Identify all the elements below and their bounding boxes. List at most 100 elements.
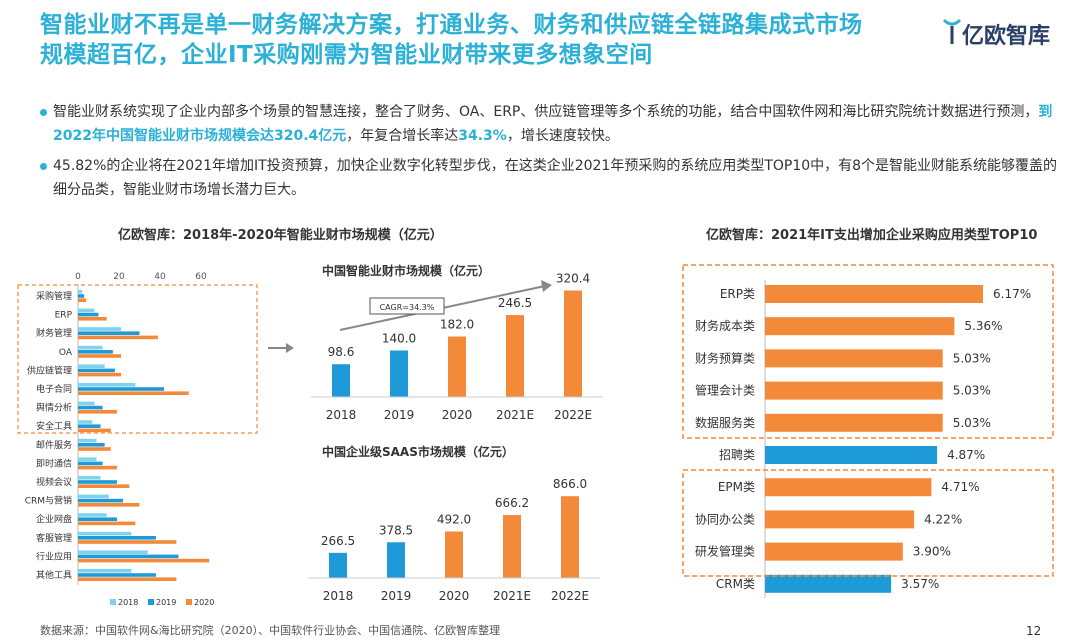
bar-2019	[78, 331, 140, 335]
bar-2020	[78, 410, 117, 414]
data-label: 98.6	[328, 345, 355, 359]
data-label: 182.0	[440, 318, 474, 332]
x-tick-label: 2021E	[496, 408, 534, 422]
bar-2019	[78, 498, 124, 503]
arrow-head-icon	[286, 343, 294, 353]
bar-2018	[78, 364, 105, 368]
x-tick-label: 2020	[442, 408, 473, 422]
category-label: 企业网盘	[36, 513, 72, 525]
bar-2020	[78, 540, 177, 544]
highlight-box-bottom	[682, 469, 1054, 577]
category-label: CRM与营销	[25, 495, 72, 507]
data-label: 492.0	[437, 513, 471, 527]
data-label: 5.03%	[953, 384, 991, 398]
bar-2019	[78, 350, 113, 354]
data-label: 666.2	[495, 496, 529, 510]
highlight-box-top	[682, 264, 1054, 439]
highlight-box	[17, 284, 258, 434]
bar-2020	[78, 503, 140, 507]
bar-2019	[78, 294, 85, 298]
bar-2020	[78, 391, 189, 395]
data-label: 140.0	[382, 331, 416, 345]
legend-swatch	[148, 599, 154, 605]
bar-2020	[78, 521, 136, 526]
bullet-dot-icon	[40, 109, 47, 116]
x-tick-label: 2022E	[554, 408, 592, 422]
category-label: 电子合同	[36, 383, 72, 395]
category-label: 舆情分析	[36, 402, 72, 414]
left-chart-title: 亿欧智库：2018年-2020年智能业财市场规模（亿元）	[118, 228, 443, 243]
x-tick-label: 2019	[384, 408, 415, 422]
legend-swatch	[110, 599, 116, 605]
cagr-arrow-head-icon	[541, 280, 552, 292]
sub-chart-title: 中国智能业财市场规模（亿元）	[322, 263, 490, 278]
bar-2020	[78, 577, 177, 581]
category-label: EPM类	[718, 480, 755, 494]
category-label: CRM类	[716, 577, 755, 591]
bar	[765, 413, 943, 432]
page-title: 智能业财不再是单一财务解决方案，打通业务、财务和供应链全链路集成式市场 规模超百…	[40, 10, 940, 70]
data-label: 5.36%	[964, 319, 1002, 333]
bar	[506, 315, 524, 397]
bullet-1-text: 智能业财系统实现了企业内部多个场景的智慧连接，整合了财务、OA、ERP、供应链管…	[53, 104, 1039, 120]
bullet-item: 45.82%的企业将在2021年增加IT投资预算，加快企业数字化转型步伐，在这类…	[40, 154, 1060, 202]
bar-2018	[78, 420, 93, 424]
category-label: 供应链管理	[27, 364, 72, 376]
bar-2018	[78, 550, 148, 554]
bar-2020	[78, 447, 111, 451]
logo-text: 亿欧智库	[962, 24, 1051, 49]
bar-2019	[78, 536, 156, 540]
data-label: 320.4	[556, 272, 590, 286]
x-tick-label: 2019	[381, 589, 412, 603]
category-label: 财务成本类	[695, 318, 755, 333]
x-tick-label: 20	[113, 272, 125, 282]
bullet-dot-icon	[40, 163, 47, 170]
category-label: 协同办公类	[695, 511, 755, 526]
data-label: 4.87%	[947, 448, 985, 462]
category-label: 安全工具	[36, 420, 72, 432]
bar	[448, 336, 466, 397]
bar	[765, 446, 938, 464]
x-tick-label: 60	[195, 272, 207, 282]
bar-2018	[78, 476, 101, 480]
bar	[765, 510, 915, 529]
bullet-1-post: ，增长速度较快。	[506, 128, 619, 144]
category-label: 其他工具	[36, 569, 72, 581]
data-label: 5.03%	[953, 416, 991, 430]
bar-2018	[78, 531, 132, 536]
bar-2019	[78, 461, 103, 466]
bar-2020	[78, 465, 117, 470]
yiou-logo-icon	[942, 18, 962, 44]
bar-2019	[78, 387, 165, 391]
bullet-2-text: 45.82%的企业将在2021年增加IT投资预算，加快企业数字化转型步伐，在这类…	[53, 158, 1058, 198]
x-tick-label: 0	[75, 272, 81, 282]
bar-2020	[78, 372, 122, 377]
data-label: 378.5	[379, 523, 413, 537]
bar-2018	[78, 383, 136, 387]
category-label: 管理会计类	[695, 383, 755, 398]
bar-2020	[78, 428, 111, 433]
bar	[390, 350, 408, 397]
right-chart-title: 亿欧智库：2021年IT支出增加企业采购应用类型TOP10	[706, 228, 1038, 243]
bar-2019	[78, 573, 156, 577]
legend-label: 2018	[118, 598, 138, 607]
bar	[765, 478, 932, 497]
page-number: 12	[1026, 624, 1042, 638]
category-label: 即时通信	[36, 457, 72, 469]
category-label: 数据服务类	[695, 415, 755, 430]
bar-2018	[78, 513, 107, 517]
bar-2018	[78, 494, 109, 499]
bullet-item: 智能业财系统实现了企业内部多个场景的智慧连接，整合了财务、OA、ERP、供应链管…	[40, 100, 1060, 148]
bar	[765, 317, 955, 336]
x-tick-label: 2021E	[493, 589, 531, 603]
bar-2018	[78, 401, 95, 406]
data-label: 4.22%	[924, 512, 962, 526]
bullet-1-cagr: 34.3%	[458, 128, 507, 144]
bullet-list: 智能业财系统实现了企业内部多个场景的智慧连接，整合了财务、OA、ERP、供应链管…	[40, 100, 1060, 208]
category-label: 视频会议	[36, 476, 72, 488]
x-tick-label: 2022E	[551, 589, 589, 603]
data-label: 3.57%	[901, 577, 939, 591]
category-label: 采购管理	[36, 290, 72, 302]
category-label: 研发管理类	[695, 544, 755, 559]
legend-label: 2019	[156, 598, 176, 607]
